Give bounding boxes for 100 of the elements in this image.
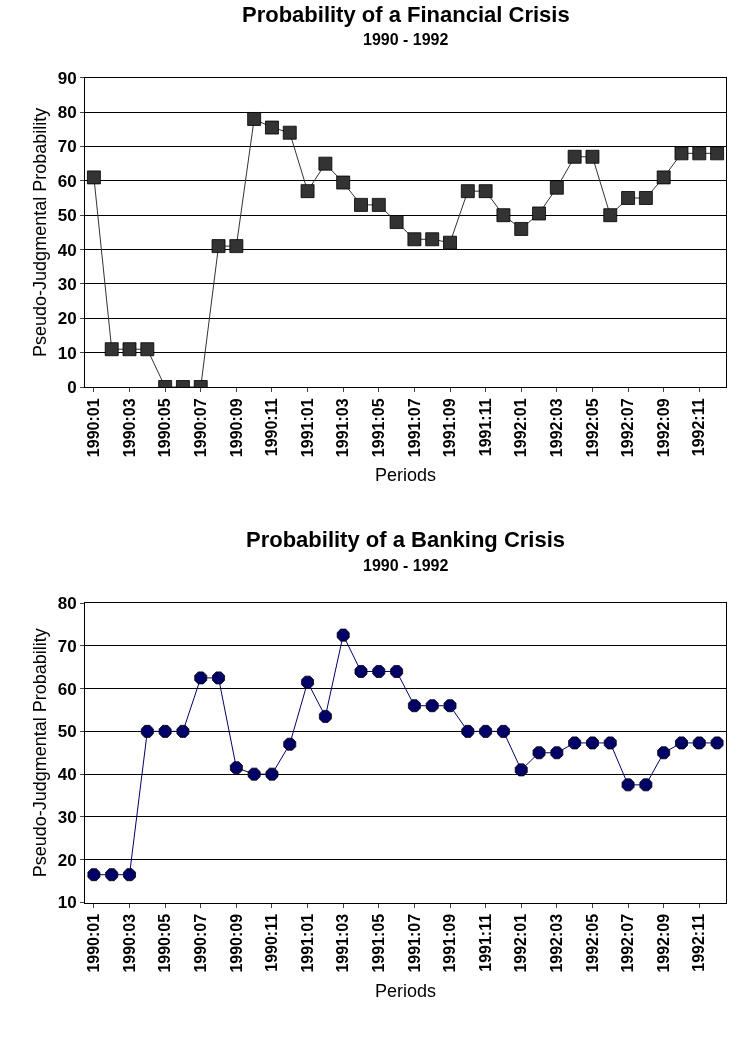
x-tick-label: 1990:07 [191, 913, 209, 973]
y-tick-label: 80 [57, 103, 77, 123]
point [692, 146, 707, 161]
point [211, 239, 226, 254]
point [318, 709, 332, 723]
point [354, 197, 368, 212]
point [514, 763, 528, 777]
point [407, 232, 422, 247]
point [212, 671, 225, 685]
y-tick-label: 10 [57, 893, 77, 913]
point [105, 868, 119, 882]
y-tick-label: 20 [57, 309, 77, 329]
chart-subtitle: 1990 - 1992 [363, 557, 449, 574]
x-tick-label: 1992:09 [654, 398, 672, 458]
point [104, 342, 119, 357]
point [603, 208, 618, 223]
point [532, 206, 546, 221]
point [390, 665, 404, 678]
x-axis-title: Periods [374, 980, 437, 1001]
x-tick-label: 1992:01 [512, 398, 530, 458]
point [656, 170, 671, 185]
point [301, 675, 314, 689]
point [568, 736, 582, 750]
point [549, 180, 564, 195]
point [300, 184, 315, 199]
chart-title: Probability of a Banking Crisis [246, 527, 566, 552]
point [229, 761, 243, 775]
point [425, 232, 440, 247]
point [443, 699, 457, 713]
x-tick-label: 1990:01 [85, 398, 103, 458]
point [122, 342, 137, 357]
y-tick-label: 90 [57, 68, 77, 88]
y-tick-label: 10 [57, 343, 77, 363]
x-tick-label: 1991:07 [405, 913, 423, 973]
x-tick-label: 1991:09 [441, 913, 459, 973]
point [229, 239, 244, 254]
point [586, 736, 599, 750]
point [497, 724, 510, 738]
y-tick-label: 30 [57, 807, 77, 827]
point [336, 175, 351, 190]
chart-title: Probability of a Financial Crisis [242, 2, 570, 27]
x-tick-label: 1990:07 [191, 398, 209, 458]
x-tick-label: 1990:11 [263, 398, 281, 457]
point [460, 184, 475, 199]
point [140, 342, 155, 357]
point [603, 736, 617, 750]
y-tick-label: 30 [57, 274, 77, 294]
x-tick-label: 1991:03 [334, 398, 352, 458]
point [675, 736, 688, 750]
x-tick-label: 1990:09 [227, 398, 245, 458]
x-tick-label: 1992:07 [619, 913, 637, 973]
x-tick-label: 1991:05 [369, 398, 387, 458]
x-tick-label: 1992:03 [548, 913, 566, 973]
point [372, 665, 386, 678]
point [585, 149, 600, 164]
point [710, 146, 724, 161]
x-axis-title: Periods [374, 465, 437, 486]
point [710, 736, 724, 750]
y-tick-label: 60 [57, 171, 77, 191]
point [567, 149, 582, 164]
point [496, 208, 511, 223]
y-tick-label: 20 [57, 850, 77, 870]
y-tick-label: 50 [57, 722, 77, 742]
point [354, 665, 368, 678]
x-tick-label: 1991:11 [476, 398, 494, 457]
point [692, 736, 706, 750]
point [425, 699, 439, 713]
point [371, 197, 386, 212]
x-tick-label: 1992:09 [654, 913, 672, 973]
x-tick-label: 1990:03 [120, 913, 138, 973]
point [247, 767, 261, 781]
x-tick-label: 1992:01 [512, 913, 530, 973]
point [87, 170, 101, 185]
point [176, 724, 190, 738]
x-tick-label: 1992:05 [583, 913, 601, 973]
x-tick-label: 1992:11 [690, 398, 708, 457]
point [265, 767, 279, 781]
point [265, 120, 279, 135]
point [123, 868, 136, 882]
point [478, 184, 493, 199]
x-tick-label: 1991:01 [298, 913, 316, 973]
point [657, 746, 671, 760]
x-tick-label: 1991:01 [298, 398, 316, 458]
point [389, 215, 404, 229]
chart-subtitle: 1990 - 1992 [363, 31, 449, 48]
point [532, 746, 546, 760]
y-tick-label: 60 [57, 679, 77, 699]
x-tick-label: 1990:05 [156, 913, 174, 973]
x-tick-label: 1990:09 [227, 913, 245, 973]
x-tick-label: 1990:11 [263, 913, 281, 972]
x-tick-label: 1991:05 [369, 913, 387, 973]
point [514, 222, 529, 236]
y-tick-label: 70 [57, 636, 77, 656]
y-tick-label: 0 [67, 377, 77, 397]
x-tick-label: 1992:03 [548, 398, 566, 458]
point [638, 191, 653, 205]
x-tick-label: 1992:11 [690, 913, 708, 972]
y-axis-title: Pseudo-Judgmental Probability [29, 107, 50, 357]
x-tick-label: 1990:01 [85, 913, 103, 973]
x-tick-label: 1992:07 [619, 398, 637, 458]
